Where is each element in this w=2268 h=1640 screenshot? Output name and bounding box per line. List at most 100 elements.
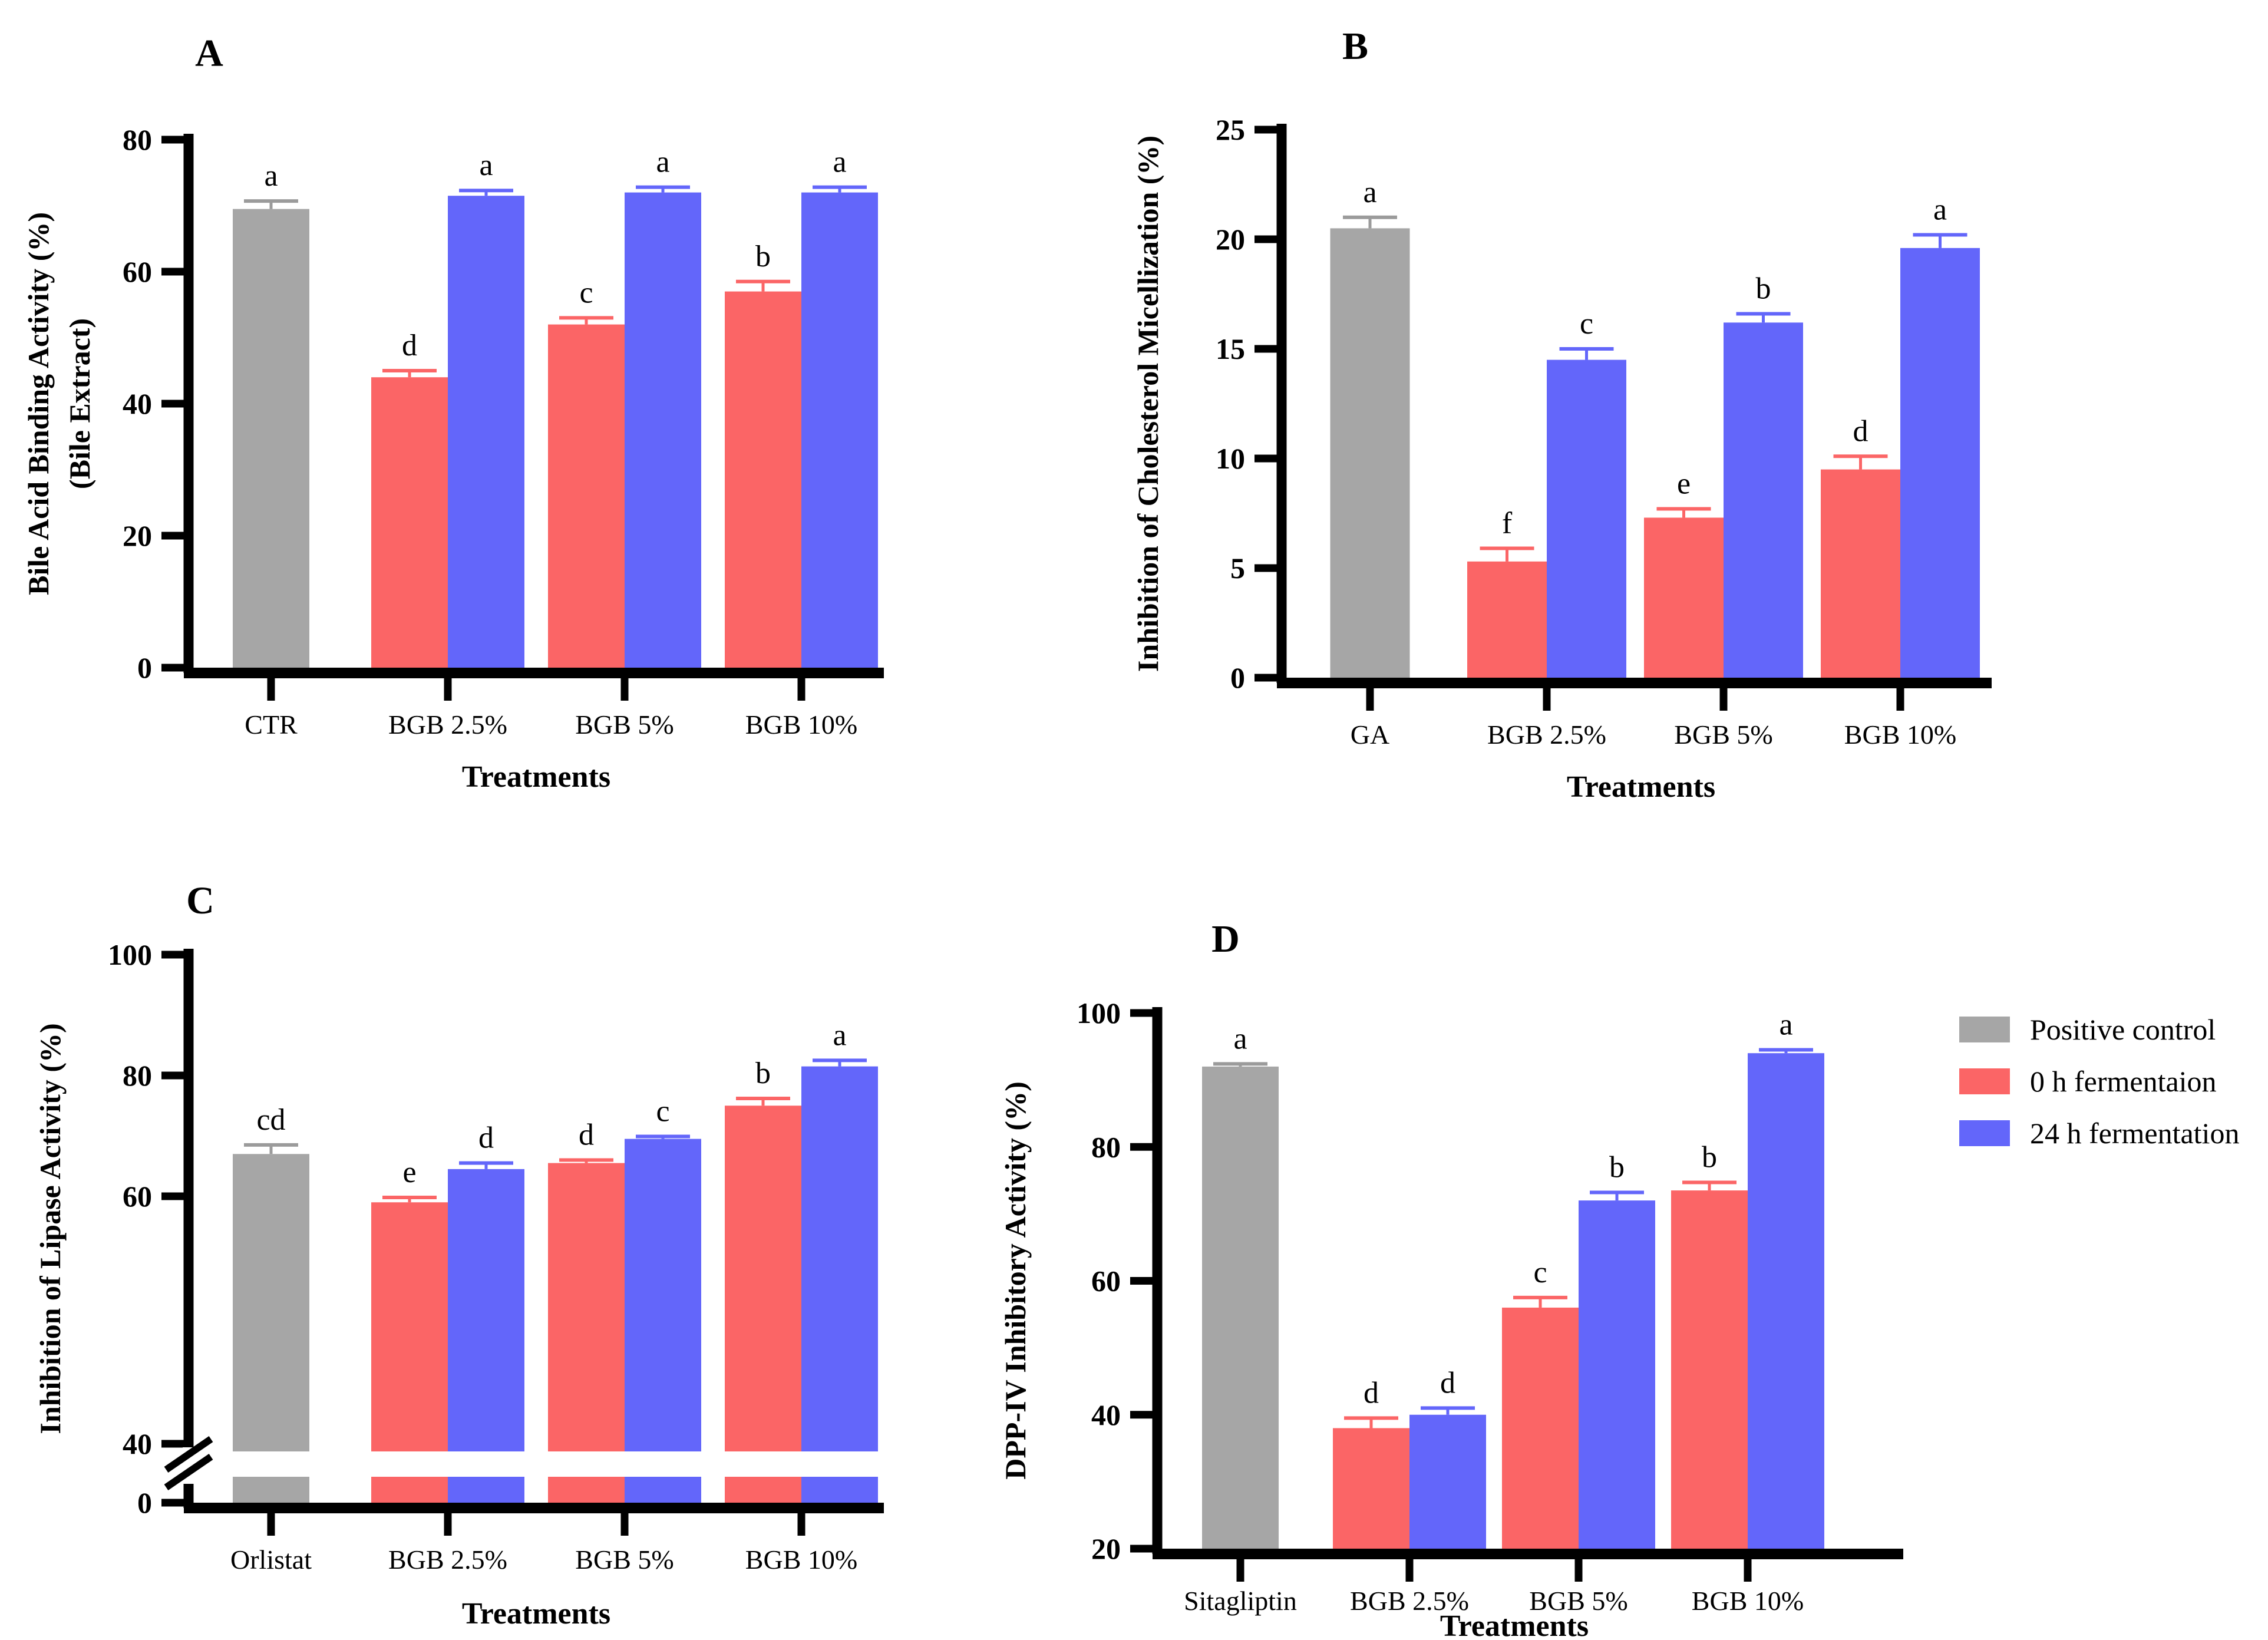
panel-letter: B xyxy=(1342,25,1368,68)
24h-fermentation-swatch-icon xyxy=(1959,1120,2010,1146)
y-tick-label: 20 xyxy=(123,519,152,552)
significance-letter: a xyxy=(1933,193,1947,227)
significance-letter: d xyxy=(1853,414,1868,448)
bar-0h-fermentation xyxy=(371,377,448,672)
x-category-label: BGB 5% xyxy=(1529,1586,1627,1616)
y-tick-label: 60 xyxy=(123,255,152,288)
y-tick-label: 5 xyxy=(1230,552,1245,585)
bar-24h-fermentation xyxy=(801,1066,878,1507)
legend-label: 0 h fermentaion xyxy=(2030,1065,2217,1098)
significance-letter: e xyxy=(1677,467,1691,501)
significance-letter: a xyxy=(1233,1022,1247,1055)
bar-24h-fermentation xyxy=(448,196,524,672)
significance-letter: c xyxy=(1580,307,1593,341)
y-tick-label: 20 xyxy=(1216,223,1245,256)
x-axis-title: Treatments xyxy=(462,1597,610,1631)
significance-letter: d xyxy=(402,329,417,362)
y-tick-label: 15 xyxy=(1216,332,1245,365)
y-tick-label: 0 xyxy=(137,651,152,684)
bar-positive-control xyxy=(1330,228,1410,682)
significance-letter: b xyxy=(755,240,771,273)
bar-0h-fermentation xyxy=(1644,517,1724,682)
axis-break-icon xyxy=(164,1454,213,1490)
significance-letter: d xyxy=(579,1118,594,1152)
panel-b-chart: B Inhibition of Cholesterol Micellization… xyxy=(1131,25,1992,804)
x-category-label: CTR xyxy=(245,710,298,740)
bar-positive-control xyxy=(233,209,309,673)
significance-letter: a xyxy=(1779,1008,1792,1041)
y-tick-label: 100 xyxy=(108,938,152,971)
y-tick-label: 40 xyxy=(1091,1398,1121,1431)
x-category-label: Sitagliptin xyxy=(1184,1586,1297,1616)
panel-a-chart: A Bile Acid Binding Activity (%) (Bile Ext… xyxy=(22,32,884,794)
positive-control-swatch-icon xyxy=(1959,1017,2010,1042)
legend-item-positive-control: Positive control xyxy=(1959,1015,2239,1044)
bar-positive-control xyxy=(233,1154,309,1507)
panel-letter: D xyxy=(1211,918,1240,961)
x-category-label: BGB 2.5% xyxy=(1350,1586,1469,1616)
x-axis-title: Treatments xyxy=(1440,1609,1589,1640)
x-category-label: BGB 5% xyxy=(1674,720,1772,750)
x-category-label: BGB 10% xyxy=(745,1545,857,1575)
significance-letter: a xyxy=(264,159,278,193)
x-axis-title: Treatments xyxy=(1567,770,1715,804)
significance-letter: a xyxy=(833,1018,846,1052)
bar-positive-control xyxy=(1202,1066,1279,1553)
bar-24h-fermentation xyxy=(1724,322,1803,682)
y-tick-label: 60 xyxy=(123,1180,152,1213)
y-tick-label: 0 xyxy=(137,1486,152,1519)
significance-letter: c xyxy=(579,276,593,309)
x-category-label: GA xyxy=(1351,720,1389,750)
legend: Positive control 0 h fermentaion 24 h fe… xyxy=(1959,1015,2239,1148)
bar-24h-fermentation xyxy=(1900,248,1980,682)
panel-letter: A xyxy=(195,32,223,75)
bar-0h-fermentation xyxy=(548,1163,625,1507)
y-tick-label: 20 xyxy=(1091,1532,1121,1565)
panel-letter: C xyxy=(186,879,214,922)
y-tick-label: 80 xyxy=(123,123,152,156)
x-category-label: BGB 2.5% xyxy=(1487,720,1606,750)
significance-letter: c xyxy=(656,1095,669,1128)
legend-item-24h-fermentation: 24 h fermentation xyxy=(1959,1118,2239,1148)
bar-0h-fermentation xyxy=(1502,1307,1579,1553)
y-axis-label: Inhibition of Cholesterol Micellization … xyxy=(1131,136,1164,672)
significance-letter: f xyxy=(1502,507,1513,540)
axis-break-band xyxy=(194,1451,884,1477)
bar-0h-fermentation xyxy=(548,324,625,672)
y-axis-label: Inhibition of Lipase Activity (%) xyxy=(34,1023,67,1434)
legend-label: 24 h fermentation xyxy=(2030,1117,2240,1150)
significance-letter: a xyxy=(656,146,669,179)
bar-0h-fermentation xyxy=(1821,469,1900,682)
y-tick-label: 40 xyxy=(123,387,152,420)
y-tick-label: 10 xyxy=(1216,442,1245,475)
significance-letter: d xyxy=(1364,1376,1379,1410)
significance-letter: d xyxy=(478,1121,494,1155)
bar-0h-fermentation xyxy=(725,1106,801,1507)
x-category-label: BGB 5% xyxy=(575,710,674,740)
bar-24h-fermentation xyxy=(1547,359,1626,682)
panel-c-chart: C Inhibition of Lipase Activity (%) cd e d b d… xyxy=(34,879,884,1631)
legend-label: Positive control xyxy=(2030,1013,2216,1046)
y-axis-label: Bile Acid Binding Activity (%) xyxy=(22,212,55,595)
significance-letter: b xyxy=(1609,1151,1625,1184)
bar-0h-fermentation xyxy=(1467,561,1547,682)
x-category-label: BGB 10% xyxy=(1844,720,1956,750)
bar-0h-fermentation xyxy=(1333,1428,1409,1553)
0h-fermentation-swatch-icon xyxy=(1959,1068,2010,1094)
y-tick-label: 60 xyxy=(1091,1265,1121,1298)
y-tick-label: 100 xyxy=(1077,996,1121,1029)
significance-letter: e xyxy=(402,1156,416,1189)
y-tick-label: 25 xyxy=(1216,113,1245,146)
y-axis-label-line2: (Bile Extract) xyxy=(63,318,96,489)
x-category-label: BGB 2.5% xyxy=(388,1545,507,1575)
y-axis-label: DPP-IV Inhibitory Activity (%) xyxy=(999,1081,1032,1479)
panel-d-chart: D DPP-IV Inhibitory Activity (%) a d c b d b a 20… xyxy=(999,918,1903,1640)
significance-letter: b xyxy=(1756,272,1771,305)
bar-24h-fermentation xyxy=(801,192,878,673)
bar-24h-fermentation xyxy=(448,1169,524,1507)
x-category-label: BGB 10% xyxy=(745,710,857,740)
x-category-label: Orlistat xyxy=(230,1545,312,1575)
bar-0h-fermentation xyxy=(725,291,801,673)
y-tick-label: 80 xyxy=(1091,1130,1121,1163)
